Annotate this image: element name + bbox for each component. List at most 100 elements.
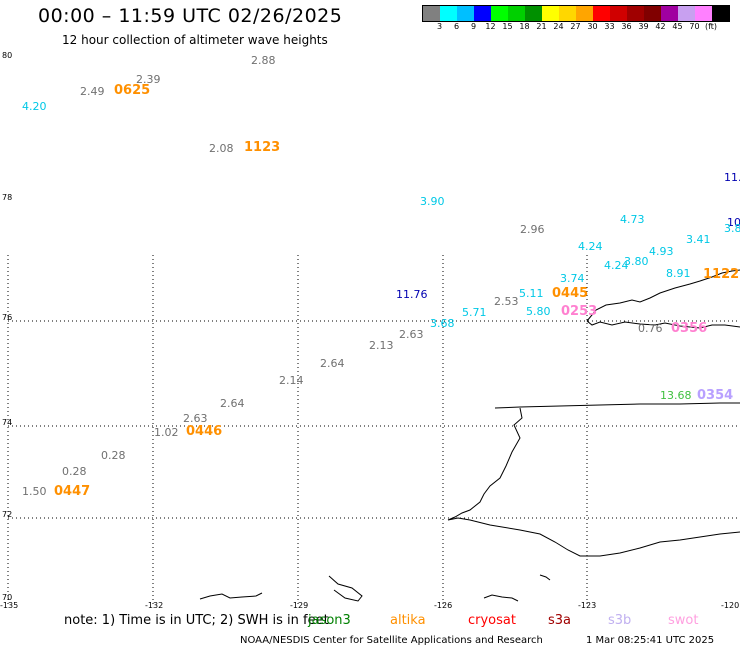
lon-label-129: -129	[290, 601, 309, 610]
satellite-legend-s3a: s3a	[548, 613, 572, 628]
pass-time-label: 0446	[186, 424, 223, 439]
lat-label-74: 74	[2, 418, 13, 427]
color-scale-tick: 70	[689, 22, 700, 31]
wave-height-value: 4.20	[22, 100, 47, 113]
color-scale-bar	[422, 5, 730, 22]
wave-height-value: 4.73	[620, 213, 645, 226]
wave-height-value: 3.8	[724, 222, 740, 235]
wave-height-value: 2.64	[320, 357, 345, 370]
pass-time-label: 0354	[697, 388, 734, 403]
wave-height-value: 4.24	[578, 240, 603, 253]
lat-label-70: 70	[2, 593, 13, 602]
color-swatch	[525, 6, 542, 21]
lon-label-120: -120	[721, 601, 740, 610]
color-scale-tick: 42	[655, 22, 666, 31]
lat-label-78: 78	[2, 193, 13, 202]
color-swatch	[644, 6, 661, 21]
wave-height-value: 5.80	[526, 305, 551, 318]
color-swatch	[508, 6, 525, 21]
wave-height-value: 3.68	[430, 317, 455, 330]
wave-height-value: 2.13	[369, 339, 394, 352]
color-scale-tick: 9	[470, 22, 477, 31]
wave-height-value: 8.91	[666, 267, 691, 280]
color-scale-tick: 30	[587, 22, 598, 31]
wave-height-value: 0.28	[101, 449, 126, 462]
color-swatch	[712, 6, 729, 21]
color-swatch	[440, 6, 457, 21]
satellite-legend-cryosat: cryosat	[468, 613, 516, 628]
lon-label-126: -126	[434, 601, 453, 610]
wave-height-value: 2.39	[136, 73, 161, 86]
color-swatch	[457, 6, 474, 21]
color-scale-tick: 3	[436, 22, 443, 31]
color-swatch	[610, 6, 627, 21]
color-scale-unit: (ft)	[704, 22, 718, 31]
lon-label-135: -135	[0, 601, 19, 610]
pass-time-label: 0447	[54, 484, 91, 499]
lon-label-132: -132	[145, 601, 164, 610]
lat-label-72: 72	[2, 510, 13, 519]
color-swatch	[423, 6, 440, 21]
pass-time-label: 0356	[671, 321, 708, 336]
color-scale-tick: 27	[570, 22, 581, 31]
lon-label-123: -123	[578, 601, 597, 610]
color-swatch	[661, 6, 678, 21]
wave-height-value: 2.49	[80, 85, 105, 98]
wave-height-value: 2.14	[279, 374, 304, 387]
color-swatch	[559, 6, 576, 21]
wave-height-value: 0.28	[62, 465, 87, 478]
wave-height-value: 1.50	[22, 485, 47, 498]
wave-height-value: 3.80	[624, 255, 649, 268]
wave-height-value: 4.93	[649, 245, 674, 258]
color-swatch	[576, 6, 593, 21]
satellite-legend-jason3: jason3	[308, 613, 351, 628]
color-swatch	[474, 6, 491, 21]
pass-time-label: 1123	[244, 140, 281, 155]
color-swatch	[593, 6, 610, 21]
color-scale-tick: 33	[604, 22, 615, 31]
pass-time-label: 0445	[552, 286, 589, 301]
color-scale-tick: 24	[553, 22, 564, 31]
color-scale-tick: 18	[519, 22, 530, 31]
color-swatch	[678, 6, 695, 21]
wave-height-value: 2.53	[494, 295, 519, 308]
chart-subtitle: 12 hour collection of altimeter wave hei…	[62, 33, 328, 47]
color-scale-tick: 15	[502, 22, 513, 31]
wave-height-value: 2.63	[183, 412, 208, 425]
wave-height-value: 2.96	[520, 223, 545, 236]
footer-timestamp: 1 Mar 08:25:41 UTC 2025	[586, 635, 715, 646]
wave-height-value: 2.63	[399, 328, 424, 341]
wave-height-value: 1.02	[154, 426, 179, 439]
satellite-legend-swot: swot	[668, 613, 699, 628]
wave-height-value: 0.76	[638, 322, 663, 335]
wave-height-value: 2.88	[251, 54, 276, 67]
color-swatch	[695, 6, 712, 21]
wave-height-value: 4.24	[604, 259, 629, 272]
wave-height-value: 3.41	[686, 233, 711, 246]
pass-time-label: 1122	[703, 267, 740, 282]
color-scale-tick: 21	[536, 22, 547, 31]
wave-height-value: 11.	[724, 171, 740, 184]
color-scale-tick: 36	[621, 22, 632, 31]
pass-time-label: 0253	[561, 304, 598, 319]
wave-height-value: 2.08	[209, 142, 234, 155]
color-scale-tick: 12	[485, 22, 496, 31]
color-swatch	[491, 6, 508, 21]
pass-time-label: 0625	[114, 83, 151, 98]
color-swatch	[627, 6, 644, 21]
color-scale-tick: 6	[453, 22, 460, 31]
footnote: note: 1) Time is in UTC; 2) SWH is in fe…	[64, 613, 329, 628]
color-scale-tick: 45	[672, 22, 683, 31]
wave-height-value: 2.64	[220, 397, 245, 410]
lat-label-80: 80	[2, 51, 13, 60]
wave-height-value: 11.76	[396, 288, 428, 301]
wave-height-value: 10	[727, 216, 740, 229]
color-swatch	[542, 6, 559, 21]
satellite-legend-s3b: s3b	[608, 613, 632, 628]
wave-height-value: 3.90	[420, 195, 445, 208]
satellite-legend-altika: altika	[390, 613, 426, 628]
lat-label-76: 76	[2, 313, 13, 322]
wave-height-value: 5.11	[519, 287, 544, 300]
coastline	[199, 269, 740, 602]
